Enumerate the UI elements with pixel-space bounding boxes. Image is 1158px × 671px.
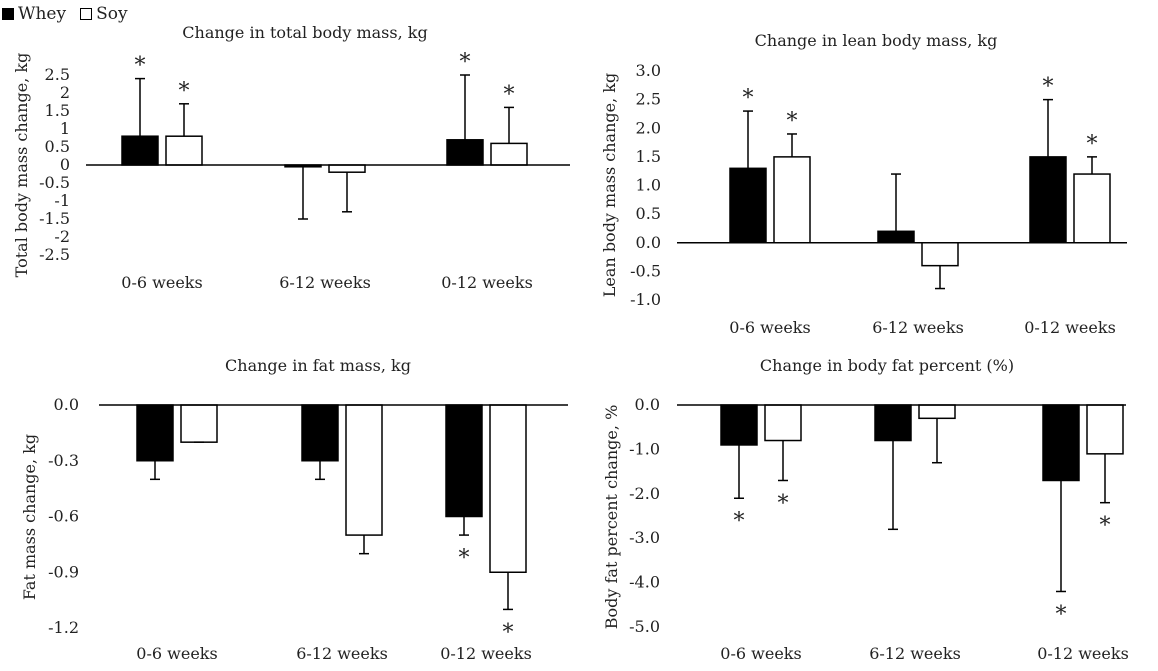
y-tick-label: -2 <box>54 227 70 246</box>
y-tick-label: 0 <box>60 155 70 174</box>
y-tick-label: 0.5 <box>636 204 661 223</box>
y-tick-label: 3.0 <box>636 61 661 80</box>
bar-soy <box>345 404 383 536</box>
x-category-label: 6-12 weeks <box>296 644 388 663</box>
y-tick-label: -0.6 <box>48 507 79 526</box>
bar-whey <box>136 404 174 462</box>
legend-label-soy: Soy <box>96 4 128 24</box>
bar-soy <box>918 404 956 420</box>
x-category-label: 0-12 weeks <box>441 273 533 292</box>
y-axis-label: Lean body mass change, kg <box>600 73 619 297</box>
significance-marker: * <box>459 546 470 571</box>
bar-soy <box>764 404 802 442</box>
significance-marker: * <box>734 509 745 534</box>
x-category-label: 0-6 weeks <box>121 273 202 292</box>
y-tick-label: -0.5 <box>630 261 661 280</box>
chart-title: Change in lean body mass, kg <box>755 31 998 50</box>
y-tick-label: -0.3 <box>48 451 79 470</box>
legend-swatch-soy <box>80 8 93 20</box>
chart-body-fat-percent: Change in body fat percent (%) Body fat p… <box>602 356 1129 663</box>
bar-soy <box>773 156 811 244</box>
y-tick-label: -0.5 <box>39 173 70 192</box>
bar-whey <box>445 404 483 518</box>
significance-marker: * <box>504 82 515 107</box>
bar-whey <box>301 404 339 462</box>
y-tick-label: 1.5 <box>636 147 661 166</box>
bar-whey <box>874 404 912 442</box>
x-category-label: 0-12 weeks <box>1024 318 1116 337</box>
legend-item-whey: Whey <box>2 4 66 24</box>
x-category-label: 6-12 weeks <box>872 318 964 337</box>
x-category-label: 0-12 weeks <box>1037 644 1129 663</box>
y-tick-label: 2.5 <box>45 65 70 84</box>
y-tick-label: -4.0 <box>629 573 660 592</box>
legend-item-soy: Soy <box>80 4 128 24</box>
significance-marker: * <box>787 109 798 134</box>
bar-whey <box>1029 156 1067 244</box>
y-tick-label: -1 <box>54 191 70 210</box>
bar-whey <box>121 135 159 166</box>
chart-title: Change in body fat percent (%) <box>760 356 1014 375</box>
y-axis-label: Fat mass change, kg <box>20 434 39 600</box>
significance-marker: * <box>1056 602 1067 627</box>
y-tick-label: -1.2 <box>48 618 79 637</box>
y-tick-label: 0.0 <box>54 395 79 414</box>
y-tick-label: 1.5 <box>45 101 70 120</box>
bar-whey <box>877 230 915 244</box>
bar-soy <box>490 142 528 166</box>
significance-marker: * <box>179 79 190 104</box>
y-tick-label: -1.0 <box>630 290 661 309</box>
y-tick-label: -2.0 <box>629 484 660 503</box>
chart-fat-mass: Change in fat mass, kg Fat mass change, k… <box>20 356 568 663</box>
legend-swatch-whey <box>2 8 14 20</box>
significance-marker: * <box>743 86 754 111</box>
x-category-label: 0-6 weeks <box>136 644 217 663</box>
significance-marker: * <box>503 620 514 645</box>
y-tick-label: -3.0 <box>629 528 660 547</box>
x-category-label: 6-12 weeks <box>279 273 371 292</box>
y-tick-label: 2.0 <box>636 118 661 137</box>
significance-marker: * <box>1043 75 1054 100</box>
y-tick-label: 0.0 <box>636 233 661 252</box>
bar-whey <box>446 139 484 166</box>
chart-title: Change in total body mass, kg <box>182 23 427 42</box>
x-category-label: 0-6 weeks <box>720 644 801 663</box>
y-axis-label: Body fat percent change, % <box>602 405 621 630</box>
chart-total-body-mass: Change in total body mass, kg Total body … <box>12 23 570 292</box>
bar-whey <box>729 167 767 244</box>
significance-marker: * <box>1100 514 1111 539</box>
y-tick-label: 2 <box>60 83 70 102</box>
bar-whey <box>720 404 758 446</box>
y-tick-label: -5.0 <box>629 617 660 636</box>
y-tick-label: -2.5 <box>39 245 70 264</box>
legend: Whey Soy <box>2 4 142 24</box>
y-tick-label: 0.5 <box>45 137 70 156</box>
bar-soy <box>1086 404 1124 455</box>
chart-lean-body-mass: Change in lean body mass, kg Lean body ma… <box>600 31 1127 337</box>
significance-marker: * <box>778 491 789 516</box>
x-category-label: 0-6 weeks <box>729 318 810 337</box>
y-tick-label: 1.0 <box>636 176 661 195</box>
y-tick-label: 0.0 <box>635 395 660 414</box>
bar-soy <box>1073 173 1111 244</box>
significance-marker: * <box>460 50 471 75</box>
y-tick-label: -0.9 <box>48 562 79 581</box>
y-tick-label: -1.0 <box>629 439 660 458</box>
bar-soy <box>180 404 218 443</box>
bar-soy <box>921 242 959 267</box>
bar-soy <box>489 404 527 573</box>
y-tick-label: -1.5 <box>39 209 70 228</box>
significance-marker: * <box>1087 132 1098 157</box>
x-category-label: 6-12 weeks <box>869 644 961 663</box>
y-tick-label: 2.5 <box>636 90 661 109</box>
bar-soy <box>328 164 366 173</box>
legend-label-whey: Whey <box>18 4 67 24</box>
bar-soy <box>165 135 203 166</box>
x-category-label: 0-12 weeks <box>440 644 532 663</box>
significance-marker: * <box>135 54 146 79</box>
chart-title: Change in fat mass, kg <box>225 356 411 375</box>
bar-whey <box>1042 404 1080 482</box>
y-axis-label: Total body mass change, kg <box>12 53 31 278</box>
y-tick-label: 1 <box>60 119 70 138</box>
